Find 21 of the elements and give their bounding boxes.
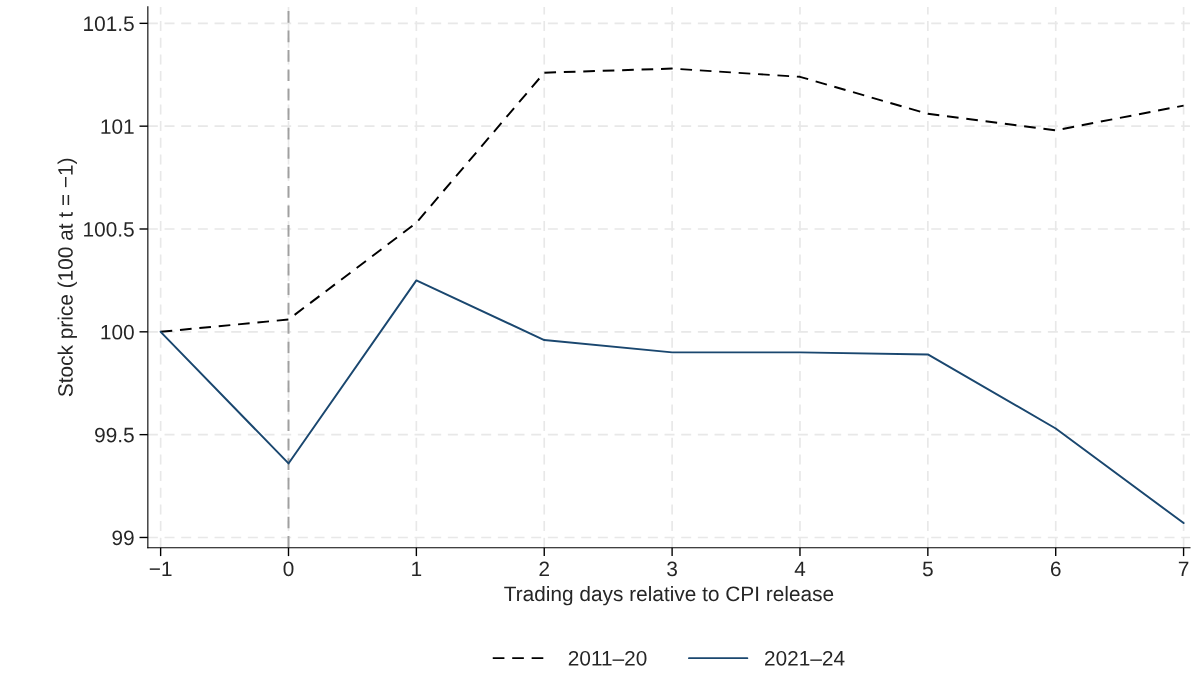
- y-tick-label: 101.5: [84, 16, 134, 32]
- x-tick-label: 0: [283, 561, 294, 577]
- x-tick-label: −1: [149, 561, 172, 577]
- legend-label: 2021–24: [765, 650, 845, 666]
- x-tick-label: 1: [412, 561, 422, 577]
- legend-label: 2011–20: [568, 650, 647, 666]
- x-tick-label: 5: [922, 561, 933, 577]
- x-tick-label: 4: [794, 561, 806, 577]
- y-tick-label: 100: [101, 324, 134, 340]
- y-tick-label: 101: [101, 119, 134, 134]
- x-axis-title: Trading days relative to CPI release: [504, 585, 834, 606]
- line-series: [159, 279, 1185, 525]
- y-tick-label: 99.5: [95, 427, 134, 443]
- x-tick-label: 3: [667, 561, 677, 577]
- y-axis-title: Stock price (100 at t = −1): [57, 158, 77, 397]
- y-tick-label: 99: [112, 530, 134, 546]
- x-tick-label: 7: [1178, 561, 1189, 577]
- y-tick-label: 100.5: [84, 222, 134, 237]
- x-tick-label: 2: [539, 561, 549, 577]
- line-series: [159, 67, 1185, 333]
- x-tick-label: 6: [1050, 561, 1061, 577]
